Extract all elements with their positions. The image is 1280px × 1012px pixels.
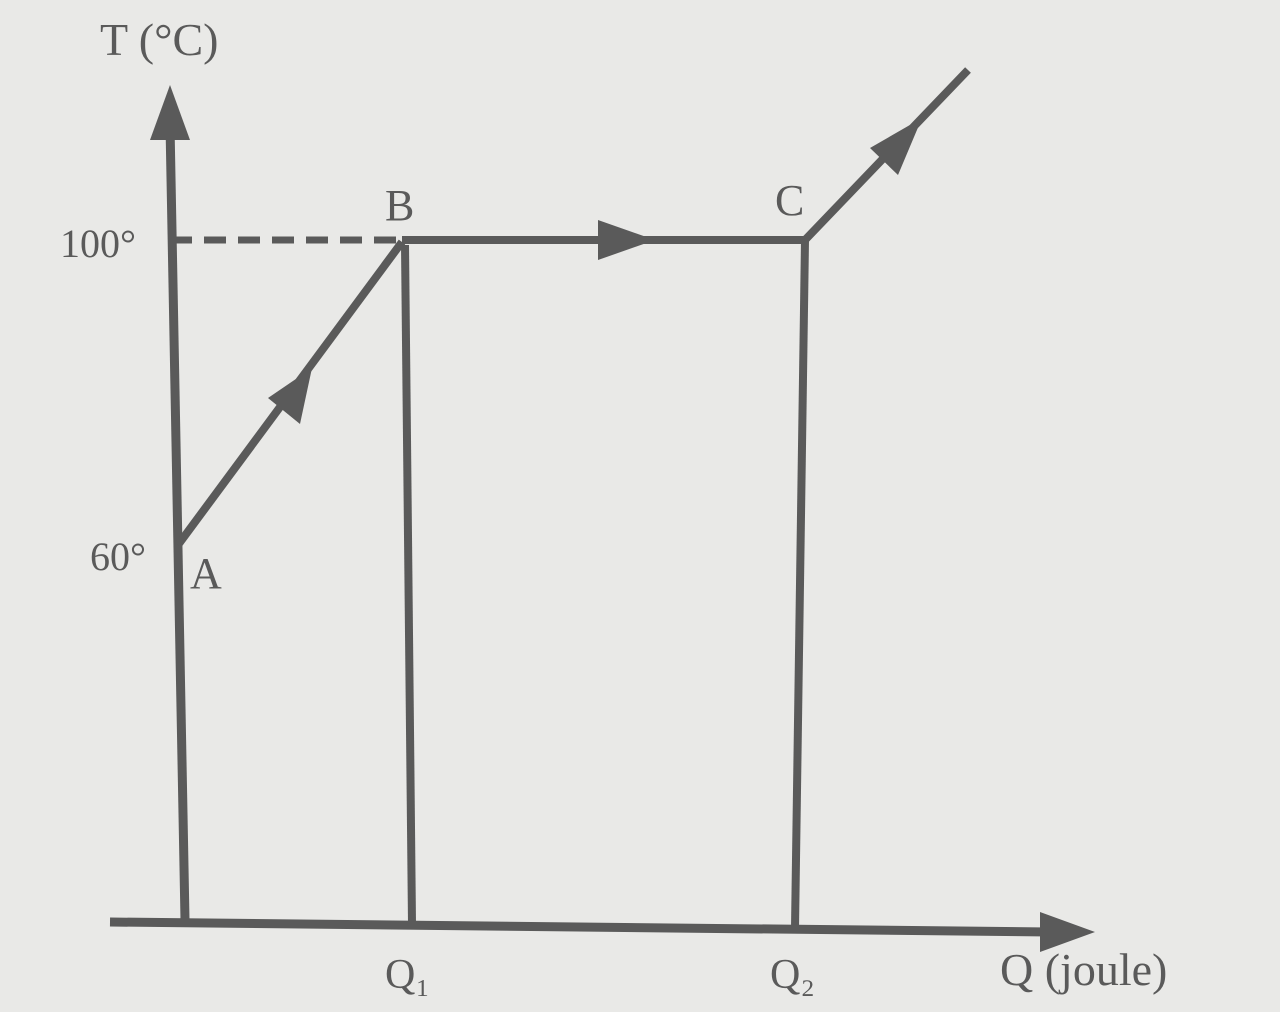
arrow-a-b bbox=[268, 368, 312, 424]
point-label-b: B bbox=[385, 181, 414, 230]
y-axis-label: T (°C) bbox=[100, 14, 218, 65]
point-label-c: C bbox=[775, 176, 804, 225]
arrow-b-c bbox=[598, 220, 655, 260]
arrow-c-beyond bbox=[870, 118, 922, 175]
y-axis-arrowhead bbox=[150, 85, 190, 140]
y-axis bbox=[165, 124, 190, 921]
x-axis bbox=[109, 917, 1051, 937]
x-tick-q2: Q₂ bbox=[770, 952, 815, 998]
x-axis-label: Q (joule) bbox=[1000, 944, 1167, 995]
point-label-a: A bbox=[190, 549, 222, 598]
y-tick-60: 60° bbox=[90, 534, 146, 579]
drop-line-q2 bbox=[791, 239, 809, 929]
y-tick-100: 100° bbox=[60, 221, 136, 266]
x-tick-q1: Q₁ bbox=[385, 952, 430, 998]
drop-line-q1 bbox=[401, 244, 416, 925]
x-axis-arrowhead bbox=[1040, 912, 1095, 952]
